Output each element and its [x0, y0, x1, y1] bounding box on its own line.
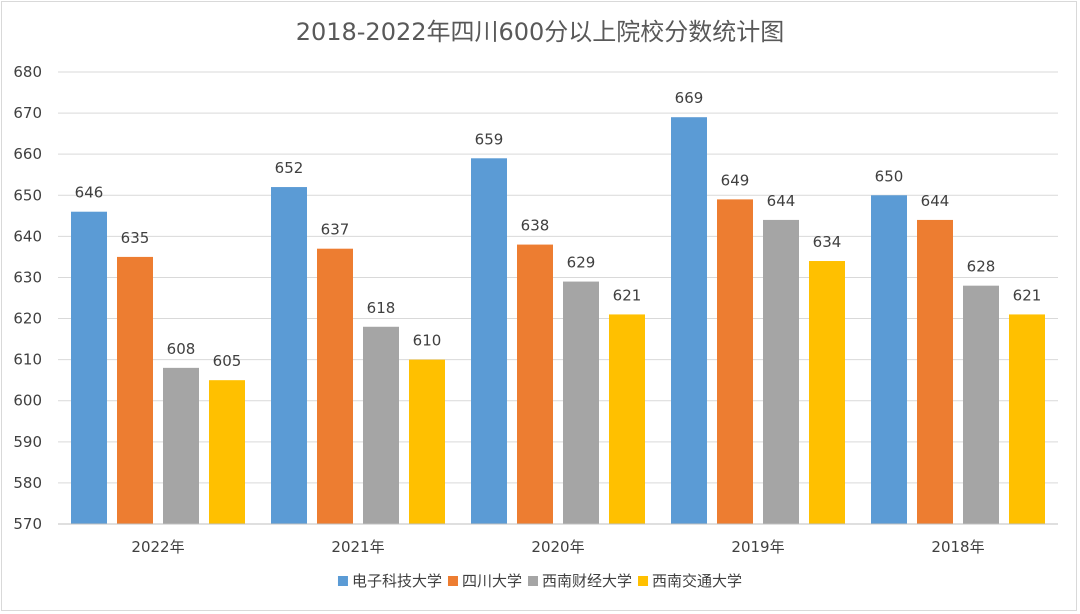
bar [209, 380, 245, 524]
bar [117, 256, 153, 524]
data-label: 638 [521, 217, 550, 235]
legend-label: 西南交通大学 [652, 572, 742, 590]
y-tick-label: 660 [13, 145, 42, 163]
y-tick-label: 610 [13, 351, 42, 369]
bar [609, 314, 645, 524]
legend-label: 四川大学 [462, 572, 522, 590]
data-label: 646 [75, 184, 104, 202]
y-tick-label: 670 [13, 104, 42, 122]
bar [563, 281, 599, 524]
bar [963, 285, 999, 524]
data-label: 649 [721, 171, 750, 189]
y-tick-label: 570 [13, 515, 42, 533]
legend: 电子科技大学 四川大学 西南财经大学 西南交通大学 [337, 572, 742, 590]
legend-item: 西南交通大学 [638, 572, 742, 590]
data-label: 637 [321, 221, 350, 239]
bar [71, 211, 107, 524]
y-tick-label: 600 [13, 392, 42, 410]
data-label: 669 [675, 89, 704, 107]
legend-item: 四川大学 [447, 572, 522, 590]
data-label: 650 [875, 167, 904, 185]
legend-item: 西南财经大学 [528, 572, 632, 590]
data-labels: 646 635 608 605 652 637 618 610 659 638 629 621 669 6… [75, 89, 1042, 370]
bar [271, 187, 307, 524]
data-label: 621 [1013, 286, 1042, 304]
data-label: 644 [767, 192, 796, 210]
chart-title: 2018-2022年四川600分以上院校分数统计图 [296, 18, 785, 46]
data-label: 608 [167, 340, 196, 358]
x-tick-label: 2020年 [531, 538, 584, 556]
legend-item: 电子科技大学 [337, 572, 442, 590]
y-tick-label: 640 [13, 227, 42, 245]
x-axis: 2022年 2021年 2020年 2019年 2018年 [58, 523, 1058, 556]
data-label: 621 [613, 286, 642, 304]
data-label: 605 [213, 352, 242, 370]
x-tick-label: 2018年 [931, 538, 984, 556]
data-label: 659 [475, 130, 504, 148]
bar [1009, 314, 1045, 524]
y-tick-label: 620 [13, 310, 42, 328]
bar [363, 326, 399, 524]
bar [871, 195, 907, 525]
bar [409, 359, 445, 524]
legend-swatch [638, 576, 649, 586]
bar [809, 261, 845, 524]
y-axis: 570 580 590 600 610 620 630 640 650 660 670 680 [13, 63, 42, 533]
y-tick-label: 680 [13, 63, 42, 81]
data-label: 652 [275, 159, 304, 177]
data-label: 618 [367, 299, 396, 317]
data-label: 644 [921, 192, 950, 210]
bar [317, 248, 353, 524]
data-label: 628 [967, 258, 996, 276]
bar [917, 219, 953, 524]
legend-swatch [447, 576, 458, 586]
y-tick-label: 590 [13, 433, 42, 451]
gridlines [58, 71, 1058, 525]
legend-swatch [528, 576, 538, 586]
y-tick-label: 630 [13, 268, 42, 286]
data-label: 610 [413, 332, 442, 350]
bars [71, 117, 1045, 525]
legend-label: 电子科技大学 [352, 572, 442, 590]
data-label: 634 [813, 233, 842, 251]
legend-swatch [337, 576, 348, 586]
y-tick-label: 650 [13, 186, 42, 204]
bar [671, 117, 707, 524]
bar [163, 367, 199, 524]
bar [517, 244, 553, 524]
data-label: 635 [121, 229, 150, 247]
x-tick-label: 2022年 [131, 538, 184, 556]
bar [471, 158, 507, 525]
bar [763, 219, 799, 524]
x-tick-label: 2019年 [731, 538, 784, 556]
x-tick-label: 2021年 [331, 538, 384, 556]
bar [717, 199, 753, 524]
data-label: 629 [567, 254, 596, 272]
legend-label: 西南财经大学 [542, 572, 632, 590]
y-tick-label: 580 [13, 474, 42, 492]
